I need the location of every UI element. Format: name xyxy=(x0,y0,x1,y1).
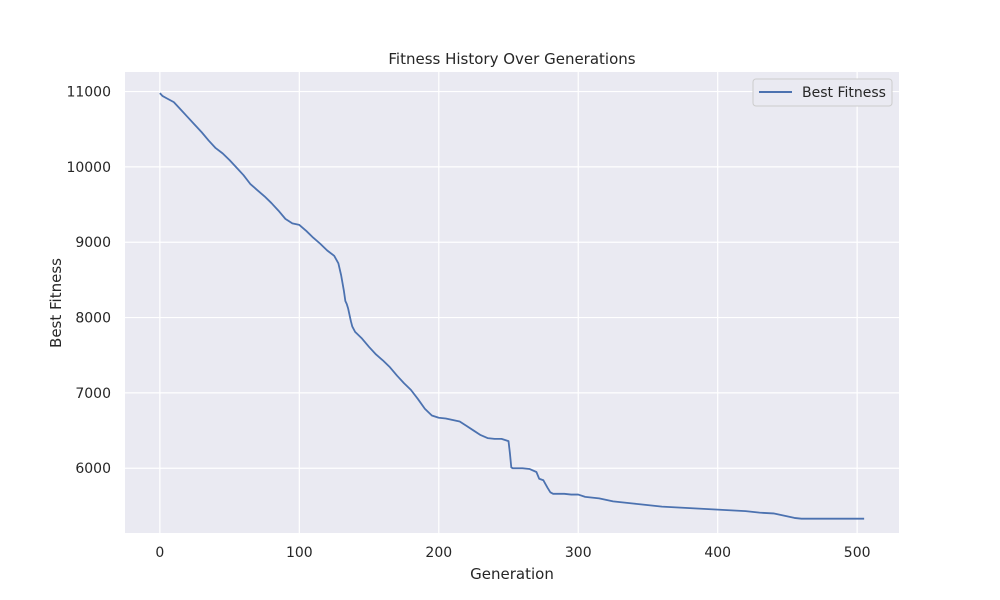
legend: Best Fitness xyxy=(752,78,893,107)
legend-label: Best Fitness xyxy=(802,85,886,101)
tick-labels: 0 100 200 300 400 500 6000 7000 8000 9000 10000 110… xyxy=(66,85,870,561)
y-tick-label: 9000 xyxy=(75,235,111,251)
x-tick-label: 500 xyxy=(844,545,871,561)
x-tick-label: 300 xyxy=(565,545,592,561)
y-tick-label: 10000 xyxy=(66,160,111,176)
series-layer xyxy=(159,92,865,520)
y-tick-label: 8000 xyxy=(75,311,111,327)
y-tick-label: 7000 xyxy=(75,386,111,402)
y-axis-label: Best Fitness xyxy=(47,258,65,348)
legend-box xyxy=(752,78,893,107)
y-tick-label: 11000 xyxy=(66,85,111,101)
x-tick-label: 100 xyxy=(286,545,313,561)
chart-title: Fitness History Over Generations xyxy=(388,50,635,68)
x-tick-label: 400 xyxy=(704,545,731,561)
plot-area xyxy=(125,72,899,533)
grid xyxy=(125,72,899,533)
series-line-best-fitness xyxy=(159,92,865,520)
x-tick-label: 0 xyxy=(155,545,164,561)
x-axis-label: Generation xyxy=(470,565,554,583)
y-tick-label: 6000 xyxy=(75,461,111,477)
x-tick-label: 200 xyxy=(425,545,452,561)
